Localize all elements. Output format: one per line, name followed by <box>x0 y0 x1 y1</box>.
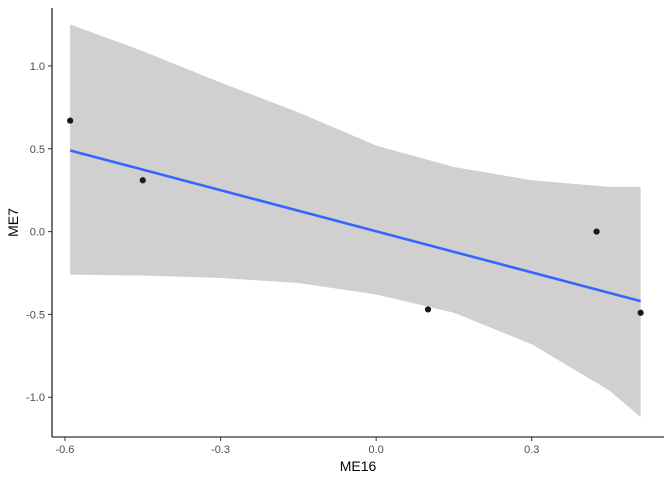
data-point <box>139 177 146 184</box>
data-point <box>67 117 74 124</box>
x-ticks: -0.6 -0.3 0.0 0.3 <box>55 437 539 456</box>
y-tick-label: 1.0 <box>30 61 45 73</box>
x-tick-label: 0.0 <box>369 444 384 456</box>
x-axis-title: ME16 <box>340 458 377 474</box>
x-tick-label: -0.3 <box>211 444 230 456</box>
points-layer <box>67 117 644 316</box>
y-tick-label: -1.0 <box>26 392 45 404</box>
x-tick-label: -0.6 <box>55 444 74 456</box>
confidence-band-layer <box>70 24 641 418</box>
fit-line-layer <box>69 149 641 303</box>
y-tick-label: 0.5 <box>30 144 45 156</box>
data-point <box>424 306 432 313</box>
regression-line <box>69 149 641 303</box>
x-tick-label: 0.3 <box>524 444 539 456</box>
y-tick-label: -0.5 <box>26 309 45 321</box>
y-ticks: -1.0 -0.5 0.0 0.5 1.0 <box>26 61 52 404</box>
confidence-band <box>70 24 641 418</box>
y-axis-title: ME7 <box>5 208 21 237</box>
y-tick-label: 0.0 <box>30 227 45 239</box>
data-point <box>593 228 600 235</box>
axes-layer <box>51 8 664 438</box>
data-point <box>637 309 644 316</box>
